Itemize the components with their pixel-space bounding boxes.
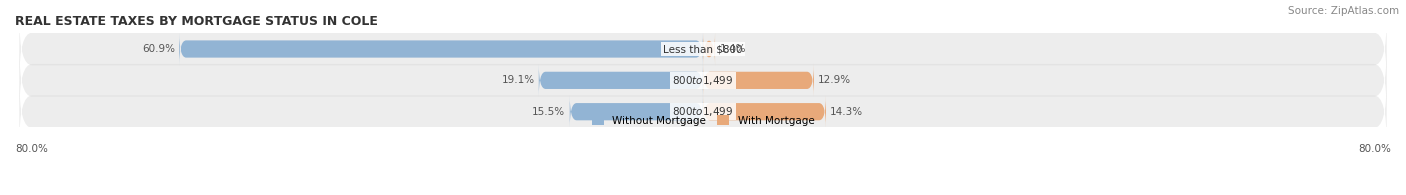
FancyBboxPatch shape [179,33,703,66]
Text: $800 to $1,499: $800 to $1,499 [672,74,734,87]
Text: 60.9%: 60.9% [142,44,174,54]
Text: Source: ZipAtlas.com: Source: ZipAtlas.com [1288,6,1399,16]
FancyBboxPatch shape [20,18,1386,80]
Text: REAL ESTATE TAXES BY MORTGAGE STATUS IN COLE: REAL ESTATE TAXES BY MORTGAGE STATUS IN … [15,15,378,28]
Text: $800 to $1,499: $800 to $1,499 [672,105,734,118]
Text: 80.0%: 80.0% [1358,144,1391,154]
FancyBboxPatch shape [538,64,703,97]
FancyBboxPatch shape [703,33,716,66]
FancyBboxPatch shape [569,95,703,128]
Legend: Without Mortgage, With Mortgage: Without Mortgage, With Mortgage [588,111,818,130]
Text: 1.4%: 1.4% [720,44,745,54]
Text: 12.9%: 12.9% [818,75,852,85]
Text: 80.0%: 80.0% [15,144,48,154]
Text: 14.3%: 14.3% [831,107,863,117]
Text: Less than $800: Less than $800 [664,44,742,54]
FancyBboxPatch shape [20,81,1386,142]
FancyBboxPatch shape [703,64,814,97]
Text: 15.5%: 15.5% [533,107,565,117]
FancyBboxPatch shape [20,50,1386,111]
Text: 19.1%: 19.1% [502,75,534,85]
FancyBboxPatch shape [703,95,825,128]
